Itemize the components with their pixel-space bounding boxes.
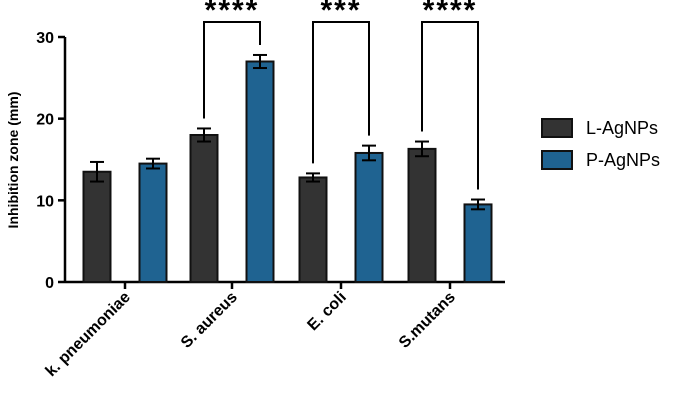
y-tick-label: 30 (36, 30, 54, 47)
y-axis-title: Inhibition zone (mm) (5, 92, 21, 229)
legend-swatch-l-agnps (541, 118, 573, 138)
legend-swatch-p-agnps (541, 150, 573, 170)
bar-p-agnps-0 (138, 162, 168, 283)
significance-label: *** (320, 0, 361, 27)
bar-p-agnps-1 (245, 60, 275, 283)
x-category-label: S.mutans (396, 289, 459, 352)
significance-bracket (421, 21, 479, 190)
x-category-label: S. aureus (178, 289, 241, 352)
bar-l-agnps-3 (407, 147, 437, 283)
significance-bracket (312, 21, 370, 164)
bar-p-agnps-2 (354, 151, 384, 283)
y-tick-label: 20 (36, 112, 54, 129)
plot-area: 0 10 20 30 k. pneumoniae S. aureus **** E. coli… (36, 0, 660, 380)
bar-l-agnps-0 (82, 170, 112, 283)
y-tick-label: 10 (36, 193, 54, 210)
x-category-label: k. pneumoniae (43, 289, 134, 380)
significance-label: **** (423, 0, 478, 27)
y-tick-label: 0 (45, 275, 54, 292)
x-category-label: E. coli (304, 289, 349, 334)
bar-p-agnps-3 (463, 203, 493, 284)
significance-label: **** (205, 0, 260, 27)
bar-l-agnps-1 (189, 134, 219, 283)
legend-label-p-agnps: P-AgNPs (586, 150, 660, 170)
significance-bracket (203, 21, 261, 119)
bar-l-agnps-2 (298, 176, 328, 283)
legend-label-l-agnps: L-AgNPs (586, 118, 658, 138)
